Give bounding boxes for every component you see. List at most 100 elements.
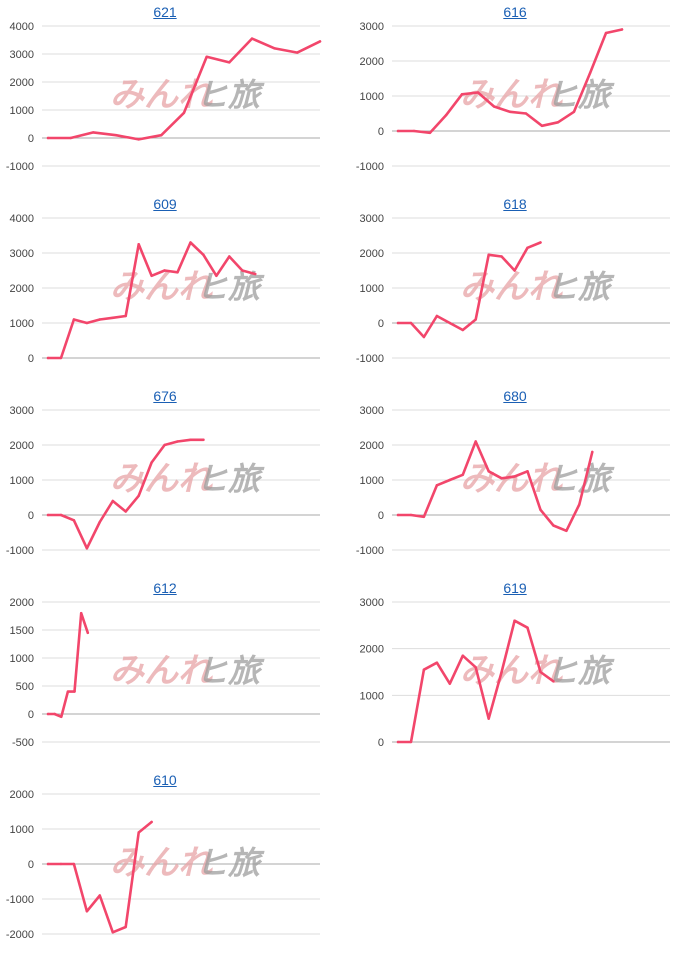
data-point	[500, 670, 503, 674]
y-tick-label: 0	[28, 133, 34, 145]
data-point	[435, 314, 439, 318]
data-point	[46, 862, 50, 866]
y-tick-label: 3000	[360, 405, 384, 417]
y-tick-label: 0	[28, 709, 34, 721]
data-point	[150, 820, 153, 824]
data-point	[53, 712, 56, 716]
data-point	[540, 124, 544, 127]
data-point	[492, 105, 496, 108]
data-point	[73, 690, 76, 693]
y-tick-label: 1000	[10, 475, 34, 487]
y-tick-label: 1000	[10, 653, 34, 665]
chart-panel-676: 676 -1000 0 1000 2000 3000 みんれ ヒ旅	[0, 384, 330, 574]
data-point	[86, 631, 90, 634]
data-point	[296, 51, 299, 54]
data-point	[524, 112, 528, 115]
chart-title-link[interactable]: 609	[153, 196, 177, 212]
y-tick-label: 2000	[10, 597, 34, 609]
data-point	[189, 241, 192, 244]
data-point	[228, 61, 231, 64]
data-point	[72, 318, 76, 321]
svg-text:ヒ旅: ヒ旅	[196, 844, 265, 882]
data-point	[189, 438, 192, 441]
data-point	[163, 443, 166, 447]
data-point	[160, 134, 163, 137]
y-tick-label: -1000	[6, 545, 34, 557]
data-point	[111, 931, 114, 934]
data-point	[460, 93, 464, 96]
data-point	[474, 666, 477, 669]
chart-title-link[interactable]: 619	[503, 580, 527, 596]
chart-title-link[interactable]: 621	[153, 4, 177, 20]
data-point	[46, 136, 50, 140]
y-tick-label: -2000	[6, 929, 34, 941]
data-point	[476, 91, 480, 94]
data-point	[79, 612, 83, 615]
data-point	[448, 682, 452, 685]
chart-panel-609: 609 0 1000 2000 3000 4000 みんれ ヒ旅	[0, 192, 330, 382]
data-point	[69, 136, 72, 140]
data-point	[526, 470, 529, 473]
y-tick-label: 3000	[360, 21, 384, 33]
data-point	[487, 253, 490, 256]
y-tick-label: 2000	[10, 440, 34, 452]
y-tick-label: 0	[28, 859, 34, 871]
data-point	[59, 356, 63, 360]
chart-title-link[interactable]: 680	[503, 388, 527, 404]
series-line	[396, 241, 542, 339]
svg-text:みんれ: みんれ	[460, 267, 563, 307]
data-point	[396, 129, 400, 133]
y-tick-label: -500	[12, 737, 34, 749]
chart-panel-619: 619 0 1000 2000 3000 みんれ ヒ旅	[350, 576, 680, 766]
chart-title-link[interactable]: 676	[153, 388, 177, 404]
y-tick-label: 3000	[10, 49, 34, 61]
svg-text:みんれ: みんれ	[110, 459, 213, 499]
y-tick-label: -1000	[356, 161, 384, 173]
data-point	[137, 243, 140, 246]
data-point	[474, 318, 477, 321]
data-point	[461, 473, 464, 476]
chart-title-link[interactable]: 616	[503, 4, 527, 20]
data-point	[111, 316, 114, 319]
data-point	[59, 862, 63, 866]
data-point	[137, 831, 140, 834]
data-point	[539, 670, 542, 674]
data-point	[205, 55, 208, 58]
y-tick-label: 0	[378, 126, 384, 138]
data-point	[513, 619, 516, 622]
series-line	[46, 611, 90, 719]
y-tick-label: -1000	[6, 894, 34, 906]
data-point	[422, 335, 426, 339]
data-point	[422, 515, 426, 518]
data-point	[124, 314, 127, 318]
data-point	[250, 37, 254, 40]
series-line	[396, 440, 594, 533]
data-point	[461, 328, 464, 332]
data-point	[176, 440, 179, 443]
data-point	[588, 72, 592, 75]
data-point	[444, 114, 448, 117]
y-tick-label: 0	[378, 318, 384, 330]
y-tick-label: 0	[28, 510, 34, 522]
data-point	[46, 513, 50, 517]
data-point	[539, 241, 542, 244]
chart-title-link[interactable]: 618	[503, 196, 527, 212]
chart-title-link[interactable]: 612	[153, 580, 177, 596]
y-tick-label: 1000	[360, 91, 384, 103]
chart-title-link[interactable]: 610	[153, 772, 177, 788]
data-point	[176, 271, 179, 274]
y-tick-label: 2000	[10, 789, 34, 801]
y-tick-label: 3000	[360, 597, 384, 609]
svg-text:ヒ旅: ヒ旅	[196, 460, 265, 498]
data-point	[85, 547, 89, 550]
data-point	[487, 470, 490, 473]
data-point	[150, 461, 153, 464]
data-point	[435, 661, 439, 664]
y-tick-label: 1000	[10, 105, 34, 117]
y-tick-label: 2000	[360, 248, 384, 260]
